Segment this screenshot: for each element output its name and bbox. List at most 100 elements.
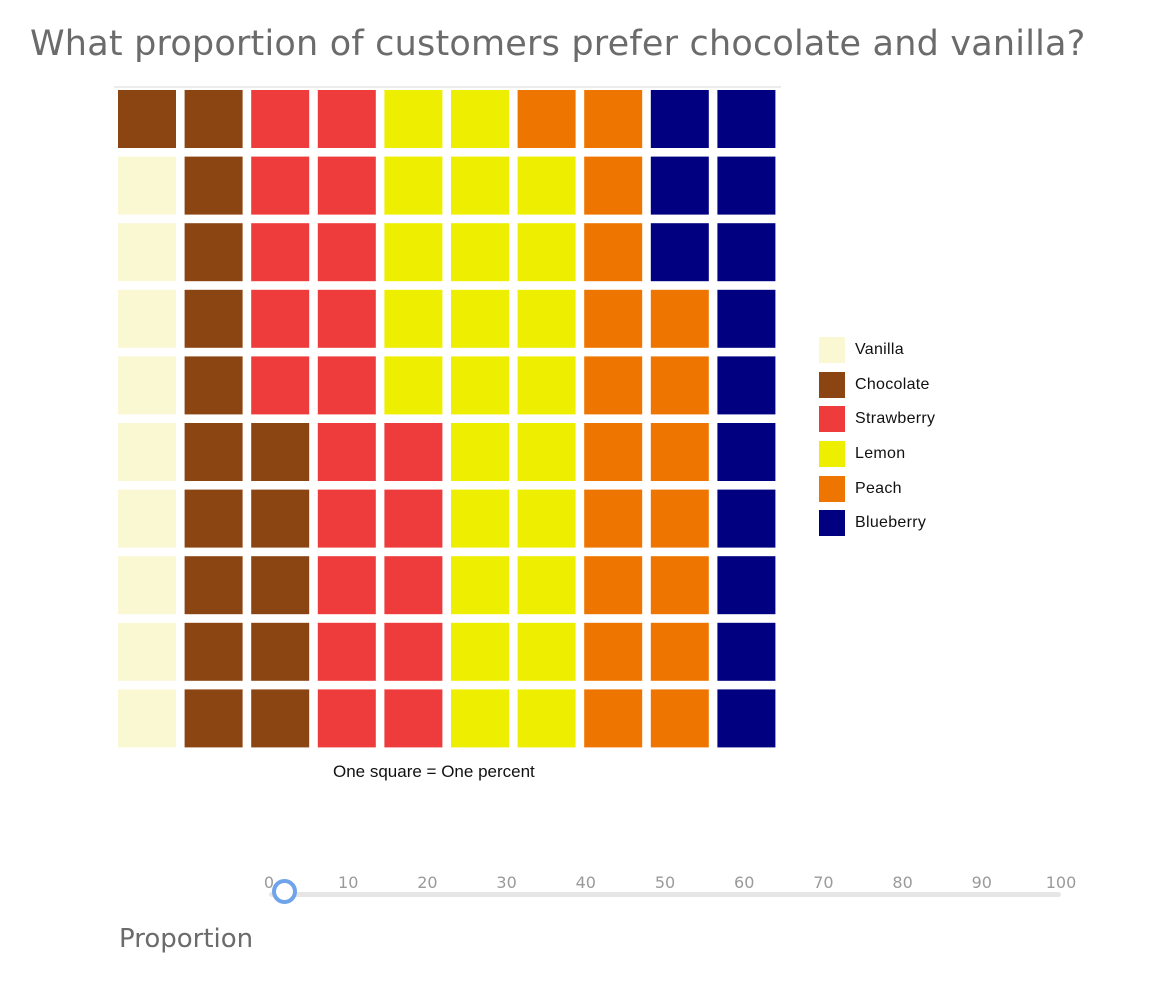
legend-item-peach: Peach bbox=[819, 471, 935, 506]
waffle-cell-lemon bbox=[517, 689, 576, 748]
waffle-cell-chocolate bbox=[184, 90, 243, 148]
waffle-cell-peach bbox=[584, 556, 643, 615]
slider-tick-label: 70 bbox=[813, 873, 834, 892]
waffle-cell-lemon bbox=[451, 689, 509, 748]
waffle-cell-chocolate bbox=[184, 289, 243, 348]
waffle-cell-lemon bbox=[451, 90, 509, 148]
waffle-cell-lemon bbox=[517, 489, 576, 548]
waffle-cell-chocolate bbox=[184, 489, 243, 548]
waffle-cell-lemon bbox=[517, 223, 576, 282]
slider-tick-label: 100 bbox=[1045, 873, 1077, 892]
waffle-cell-blueberry bbox=[650, 156, 709, 215]
waffle-cell-peach bbox=[584, 156, 643, 215]
waffle-cell-vanilla bbox=[118, 556, 176, 615]
waffle-grid bbox=[118, 90, 776, 748]
waffle-cell-vanilla bbox=[118, 156, 176, 215]
waffle-cell-chocolate bbox=[251, 489, 310, 548]
waffle-cell-lemon bbox=[451, 622, 509, 681]
waffle-cell-strawberry bbox=[317, 689, 376, 748]
legend-item-strawberry: Strawberry bbox=[819, 402, 935, 437]
waffle-cell-vanilla bbox=[118, 489, 176, 548]
waffle-cell-lemon bbox=[517, 423, 576, 481]
waffle-cell-strawberry bbox=[317, 289, 376, 348]
waffle-cell-peach bbox=[517, 90, 576, 148]
waffle-cell-strawberry bbox=[384, 556, 443, 615]
legend-swatch bbox=[819, 371, 845, 398]
waffle-cell-strawberry bbox=[317, 489, 376, 548]
waffle-cell-chocolate bbox=[251, 556, 310, 615]
waffle-cell-vanilla bbox=[118, 289, 176, 348]
waffle-cell-lemon bbox=[517, 289, 576, 348]
waffle-cell-lemon bbox=[517, 622, 576, 681]
legend-label: Chocolate bbox=[855, 375, 930, 393]
waffle-cell-vanilla bbox=[118, 689, 176, 748]
legend-label: Peach bbox=[855, 479, 902, 497]
legend-swatch bbox=[819, 337, 845, 364]
waffle-cell-strawberry bbox=[384, 622, 443, 681]
waffle-cell-blueberry bbox=[717, 622, 776, 681]
waffle-cell-strawberry bbox=[317, 356, 376, 415]
waffle-cell-lemon bbox=[451, 489, 509, 548]
waffle-cell-vanilla bbox=[118, 356, 176, 415]
slider-thumb[interactable] bbox=[272, 879, 298, 904]
waffle-cell-chocolate bbox=[251, 622, 310, 681]
waffle-cell-lemon bbox=[384, 156, 443, 215]
legend-swatch bbox=[819, 406, 845, 433]
waffle-cell-strawberry bbox=[384, 423, 443, 481]
waffle-cell-lemon bbox=[517, 356, 576, 415]
waffle-cell-strawberry bbox=[317, 90, 376, 148]
slider-tick-label: 90 bbox=[971, 873, 992, 892]
waffle-cell-lemon bbox=[451, 423, 509, 481]
legend-label: Lemon bbox=[855, 445, 906, 463]
waffle-cell-peach bbox=[650, 289, 709, 348]
waffle-cell-vanilla bbox=[118, 423, 176, 481]
waffle-cell-chocolate bbox=[184, 556, 243, 615]
waffle-cell-blueberry bbox=[717, 156, 776, 215]
waffle-cell-vanilla bbox=[118, 223, 176, 282]
waffle-cell-strawberry bbox=[251, 356, 310, 415]
waffle-cell-strawberry bbox=[317, 622, 376, 681]
waffle-cell-blueberry bbox=[650, 90, 709, 148]
legend-swatch bbox=[819, 510, 845, 537]
waffle-cell-peach bbox=[650, 489, 709, 548]
waffle-cell-strawberry bbox=[384, 489, 443, 548]
waffle-cell-chocolate bbox=[251, 423, 310, 481]
waffle-cell-blueberry bbox=[717, 556, 776, 615]
waffle-cell-peach bbox=[650, 423, 709, 481]
waffle-cell-strawberry bbox=[251, 223, 310, 282]
waffle-cell-peach bbox=[584, 489, 643, 548]
waffle-chart bbox=[114, 86, 781, 748]
waffle-cell-strawberry bbox=[317, 556, 376, 615]
waffle-cell-lemon bbox=[384, 90, 443, 148]
legend-item-lemon: Lemon bbox=[819, 437, 935, 472]
waffle-cell-blueberry bbox=[717, 223, 776, 282]
waffle-cell-chocolate bbox=[184, 622, 243, 681]
waffle-cell-chocolate bbox=[184, 423, 243, 481]
waffle-cell-strawberry bbox=[317, 223, 376, 282]
waffle-cell-blueberry bbox=[717, 356, 776, 415]
waffle-cell-chocolate bbox=[184, 156, 243, 215]
waffle-cell-lemon bbox=[384, 289, 443, 348]
legend-item-chocolate: Chocolate bbox=[819, 368, 935, 403]
legend: Vanilla Chocolate Strawberry Lemon Peach Blue… bbox=[819, 333, 935, 541]
waffle-cell-blueberry bbox=[717, 90, 776, 148]
legend-label: Blueberry bbox=[855, 514, 927, 532]
waffle-cell-blueberry bbox=[717, 489, 776, 548]
question-title: What proportion of customers prefer choc… bbox=[30, 24, 1086, 64]
slider-tick-label: 20 bbox=[417, 873, 438, 892]
waffle-cell-lemon bbox=[451, 289, 509, 348]
waffle-cell-peach bbox=[584, 423, 643, 481]
waffle-cell-strawberry bbox=[251, 156, 310, 215]
waffle-cell-peach bbox=[584, 622, 643, 681]
waffle-cell-chocolate bbox=[184, 356, 243, 415]
waffle-cell-blueberry bbox=[717, 423, 776, 481]
slider-track[interactable] bbox=[269, 892, 1061, 897]
waffle-cell-lemon bbox=[517, 156, 576, 215]
proportion-slider[interactable]: 0 10 20 30 40 50 60 70 80 90 100 bbox=[264, 870, 1076, 910]
waffle-cell-lemon bbox=[451, 356, 509, 415]
waffle-cell-peach bbox=[650, 556, 709, 615]
waffle-cell-chocolate bbox=[251, 689, 310, 748]
slider-tick-label: 30 bbox=[496, 873, 517, 892]
slider-tick-label: 0 bbox=[263, 873, 275, 892]
legend-label: Strawberry bbox=[855, 410, 936, 428]
